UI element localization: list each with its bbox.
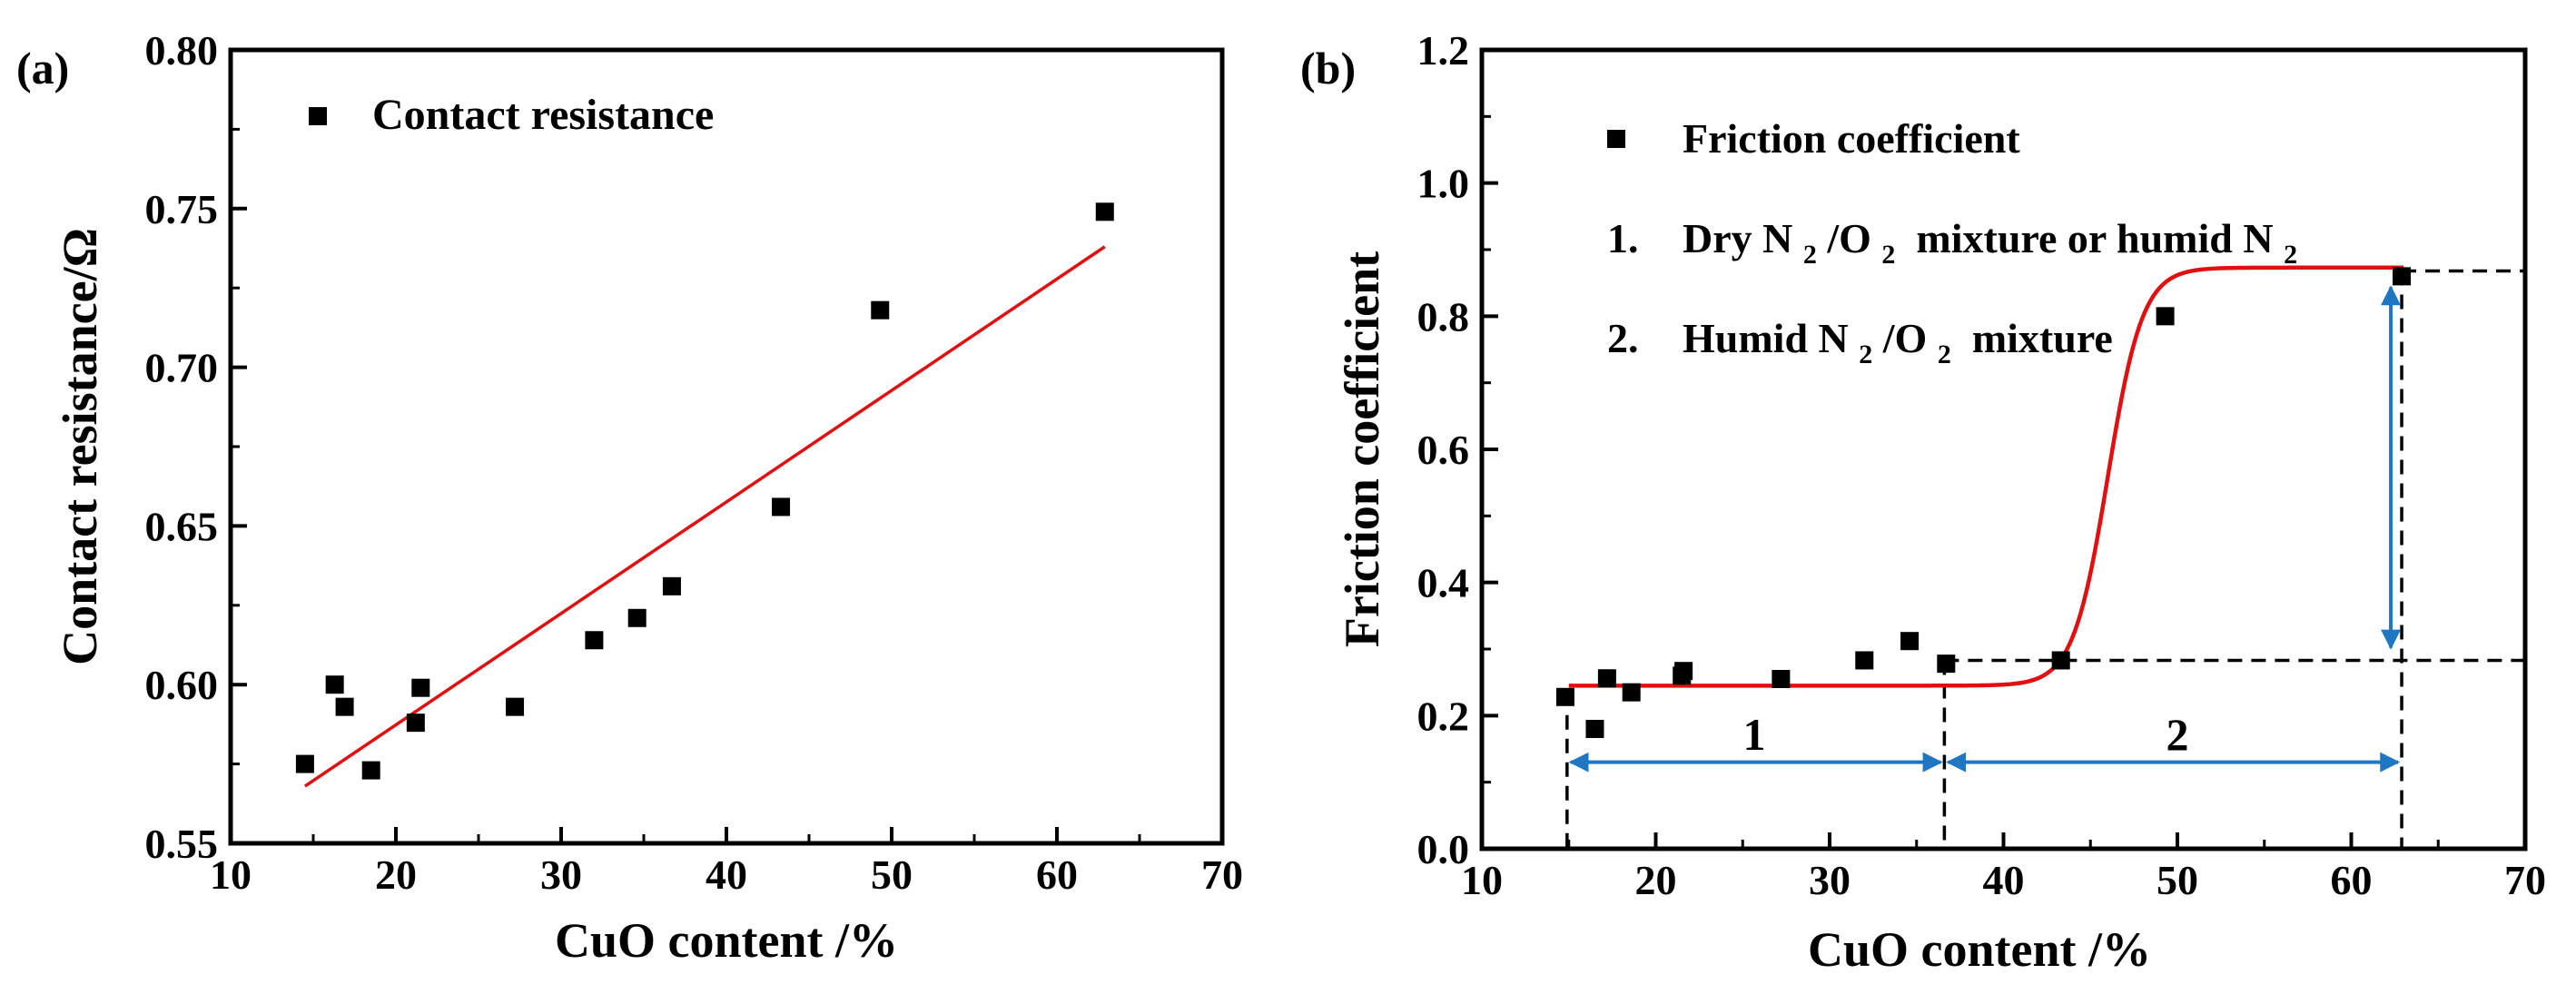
- linear-fit-line: [303, 245, 1106, 788]
- x-tick-label: 40: [706, 851, 747, 898]
- points-b: [1555, 267, 2412, 738]
- data-point: [627, 608, 646, 627]
- data-point: [1674, 662, 1693, 681]
- y-tick-label: 0.2: [1417, 693, 1470, 739]
- y-tick-label: 0.55: [145, 821, 219, 867]
- annotation-2-sub-2: 2: [1938, 340, 1951, 369]
- sigmoid-fit-curve: [1568, 265, 2403, 688]
- annotation-line-1: 1. Dry N 2 /O 2 mixture or humid N 2: [1607, 215, 2297, 272]
- x-tick-label: 30: [1809, 857, 1851, 903]
- ylabel-b: Friction coefficient: [1335, 251, 1389, 647]
- x-tick-label: 20: [375, 851, 417, 898]
- data-point: [1555, 687, 1574, 706]
- x-tick-label: 60: [2331, 857, 2373, 903]
- y-tick-label: 0.60: [145, 662, 219, 708]
- xlabel-b: CuO content /%: [1808, 922, 2151, 977]
- x-tick-label: 10: [210, 851, 252, 898]
- legend-label-a: Contact resistance: [372, 91, 714, 139]
- y-tick-label: 1.2: [1417, 27, 1470, 74]
- annotation-1-sub-3: 2: [2284, 240, 2297, 270]
- x-tick-label: 40: [1983, 857, 2025, 903]
- region-label-2: 2: [2166, 709, 2189, 760]
- data-point: [335, 697, 354, 716]
- data-point: [871, 300, 890, 320]
- arrows-b: [1568, 285, 2402, 773]
- annotation-1-text-c: mixture or humid N: [1906, 215, 2274, 261]
- plot-frame-a: [228, 47, 1225, 846]
- annotation-1-number: 1.: [1607, 215, 1639, 261]
- x-tick-label: 30: [540, 851, 582, 898]
- x-tick-label: 50: [2157, 857, 2198, 903]
- panel-a: (a) 10 20 30 40 50 60 70 0.55 0.60 0.65 0.70 0.75 0.…: [16, 27, 1243, 968]
- y-tick-label: 0.80: [145, 27, 219, 74]
- data-point: [585, 631, 604, 650]
- data-point: [406, 714, 425, 733]
- legend-marker-b: [1607, 130, 1625, 148]
- ticks-a: 10 20 30 40 50 60 70 0.55 0.60 0.65 0.70 0.75 0.80: [145, 27, 1244, 898]
- data-point: [1597, 669, 1616, 688]
- y-tick-label: 0.8: [1417, 293, 1470, 340]
- annotation-2-number: 2.: [1607, 315, 1639, 361]
- data-point: [1095, 202, 1114, 221]
- annotation-2-text-a: Humid N: [1683, 315, 1849, 361]
- x-tick-label: 20: [1635, 857, 1677, 903]
- panel-label-b: (b): [1300, 43, 1356, 93]
- data-point: [2051, 651, 2070, 670]
- fit-line-a: [303, 245, 1106, 788]
- y-tick-label: 0.6: [1417, 427, 1470, 473]
- data-point: [2393, 267, 2412, 286]
- y-tick-label: 0.0: [1417, 826, 1470, 872]
- data-point: [1772, 670, 1791, 688]
- ylabel-a: Contact resistance/Ω: [53, 228, 107, 665]
- x-tick-label: 10: [1461, 857, 1503, 903]
- data-point: [772, 497, 791, 517]
- y-tick-label: 0.70: [145, 345, 219, 391]
- x-tick-label: 50: [871, 851, 913, 898]
- annotation-2-sub-1: 2: [1859, 340, 1872, 369]
- annotation-2-text-b: /O: [1882, 315, 1928, 361]
- region-label-1: 1: [1743, 709, 1766, 760]
- data-point: [411, 678, 430, 697]
- panel-b: (b) 10 20 30 40 50 60 700.00.20.40.60.81.01.2 …: [1300, 27, 2546, 977]
- xlabel-a: CuO content /%: [555, 913, 898, 968]
- data-point: [361, 761, 380, 780]
- data-point: [662, 576, 681, 595]
- ticks-b: 10 20 30 40 50 60 700.00.20.40.60.81.01.2: [1417, 27, 2547, 903]
- legend-marker-a: [309, 107, 327, 125]
- data-point: [1900, 632, 1920, 651]
- data-point: [325, 675, 344, 694]
- data-point: [1585, 720, 1604, 738]
- data-point: [506, 697, 525, 716]
- x-tick-label: 70: [1201, 851, 1243, 898]
- y-tick-label: 0.75: [145, 186, 219, 232]
- annotation-1-text-a: Dry N: [1683, 215, 1792, 261]
- y-tick-label: 0.4: [1417, 560, 1470, 606]
- data-point: [2156, 307, 2175, 326]
- annotation-line-2: 2. Humid N 2 /O 2 mixture: [1607, 315, 2113, 372]
- data-point: [1937, 654, 1956, 674]
- data-point: [1622, 683, 1641, 702]
- annotation-1-sub-2: 2: [1881, 240, 1895, 270]
- guide-lines-b: [1565, 269, 2525, 849]
- annotation-2-text-c: mixture: [1961, 315, 2113, 361]
- annotation-1-text-b: /O: [1826, 215, 1871, 261]
- legend-label-b: Friction coefficient: [1683, 115, 2020, 162]
- data-point: [295, 754, 314, 773]
- x-tick-label: 60: [1036, 851, 1078, 898]
- points-a: [295, 202, 1114, 780]
- y-tick-label: 1.0: [1417, 161, 1470, 207]
- plot-frame-b: [1479, 47, 2528, 851]
- x-tick-label: 70: [2504, 857, 2546, 903]
- panel-label-a: (a): [16, 43, 69, 93]
- data-point: [1855, 651, 1874, 670]
- annotation-1-sub-1: 2: [1803, 240, 1817, 270]
- sigmoid-fit-b: [1568, 265, 2403, 688]
- y-tick-label: 0.65: [145, 503, 219, 549]
